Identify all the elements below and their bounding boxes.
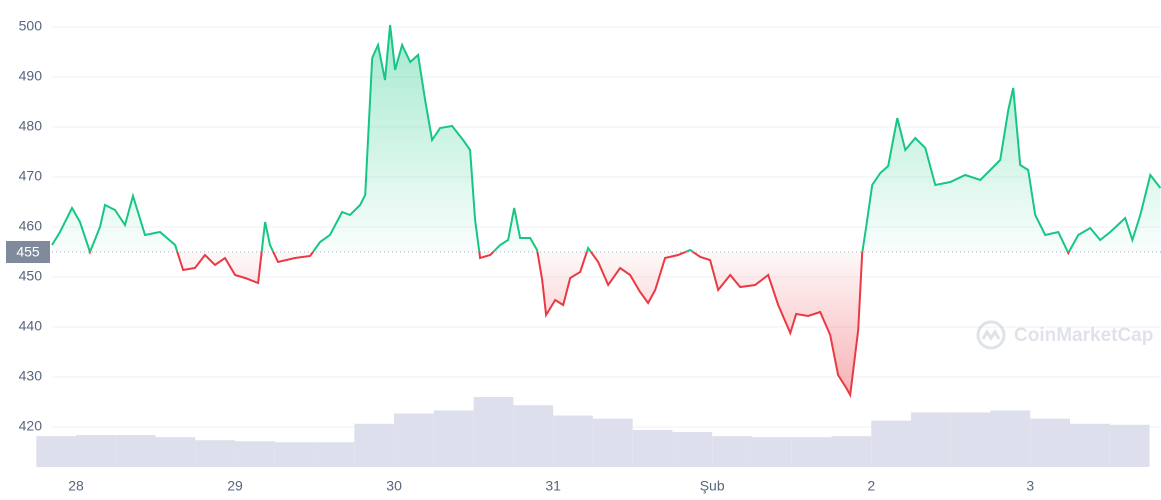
volume-bar [354,423,395,467]
volume-bar [672,432,713,467]
volume-bar [712,436,752,467]
y-tick-label: 440 [19,318,43,334]
baseline-label-box [6,241,50,263]
x-tick-label: 3 [1026,478,1034,494]
y-tick-label: 460 [19,218,43,234]
watermark: CoinMarketCap [976,320,1153,350]
x-tick-label: 28 [68,478,84,494]
volume-bar [76,435,116,467]
x-tick-label: Şub [700,478,725,494]
volume-bar [632,429,673,467]
volume-bar [235,441,275,467]
watermark-text: CoinMarketCap [1014,325,1153,346]
price-line-up [51,24,1161,252]
volume-bar [592,418,633,467]
volume-bar [871,420,911,467]
price-line-down [88,252,1070,399]
volume-bar [274,442,315,467]
volume-bar [751,437,792,467]
y-tick-label: 470 [19,168,43,184]
volume-bar [394,413,434,467]
volume-bar [155,437,196,467]
y-tick-label: 450 [19,268,43,284]
volume-bar [831,436,872,467]
volume-bar [433,410,474,467]
x-tick-label: 31 [545,478,561,494]
volume-bar [36,436,77,467]
y-tick-label: 420 [19,418,43,434]
y-tick-label: 480 [19,118,43,134]
y-tick-label: 490 [19,68,43,84]
volume-bar [950,412,991,467]
x-tick-label: 30 [386,478,402,494]
volume-bar [990,410,1031,467]
baseline-label: 455 [16,244,40,260]
volume-bar [791,437,832,467]
x-tick-label: 29 [227,478,243,494]
volume-bar [314,442,355,467]
volume-bar [553,415,593,467]
volume-bar [513,405,554,467]
volume-bar [195,440,236,467]
volume-bar [1030,418,1071,467]
volume-bar [473,397,514,467]
volume-bar [1070,423,1110,467]
x-tick-label: 2 [867,478,875,494]
area-up [52,25,1161,252]
y-tick-label: 430 [19,368,43,384]
y-tick-label: 500 [19,18,43,34]
volume-bar [115,435,156,467]
volume-bar [1109,424,1150,467]
volume-bar [910,412,951,467]
